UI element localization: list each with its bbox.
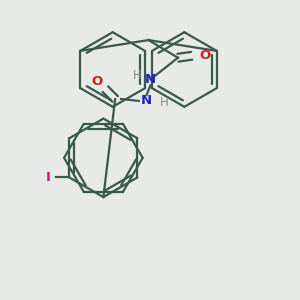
Text: I: I	[45, 171, 50, 184]
Text: H: H	[132, 69, 141, 82]
Text: N: N	[141, 94, 152, 107]
Text: H: H	[160, 96, 169, 110]
Text: O: O	[92, 75, 103, 88]
Text: O: O	[200, 49, 211, 62]
Text: N: N	[145, 73, 156, 86]
